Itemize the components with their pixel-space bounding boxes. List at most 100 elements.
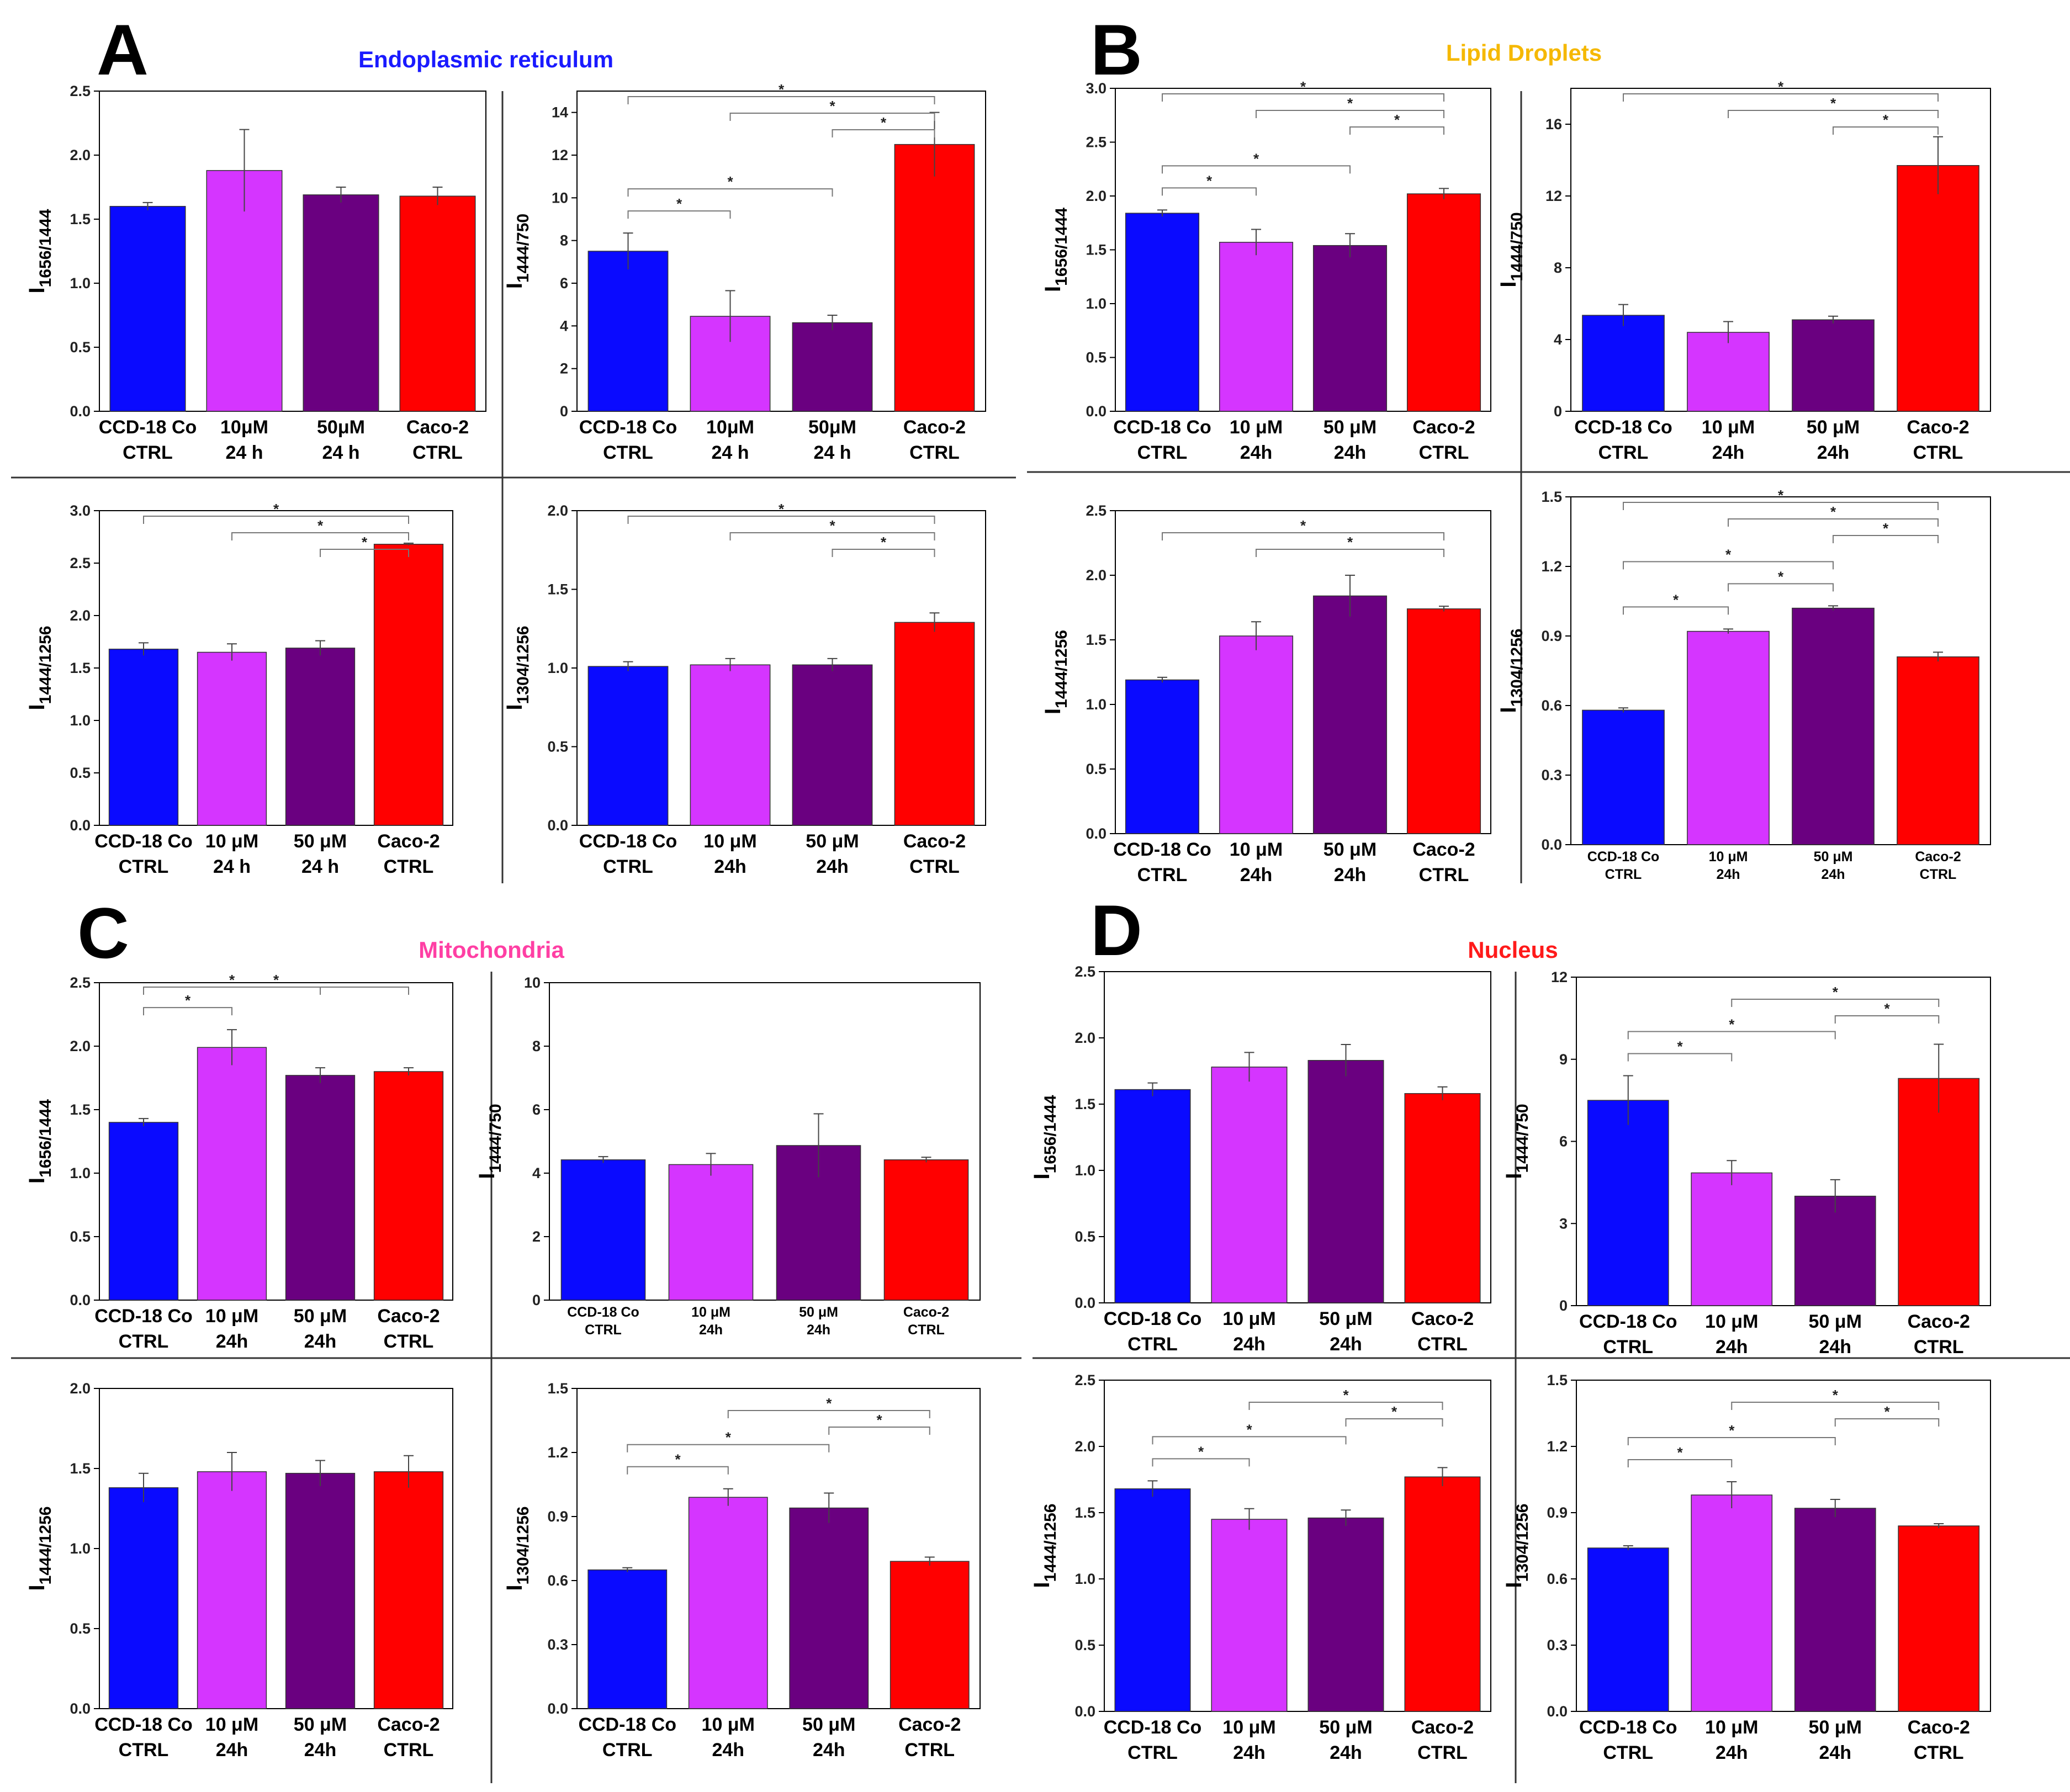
plot-frame-d1	[1104, 971, 1491, 1303]
panel-letter-c: C	[77, 893, 129, 973]
significance-star-b4-5: *	[1778, 487, 1784, 503]
significance-bracket-b4-3	[1833, 535, 1939, 543]
panel-title-a: Endoplasmic reticulum	[358, 46, 613, 72]
y-tick-label-a4: 2.0	[547, 502, 568, 519]
category-sublabel-b3-3: CTRL	[1419, 865, 1469, 886]
bar-d4-3	[1898, 1525, 1980, 1712]
y-axis-label-sub-c1: 1656/1444	[36, 1099, 55, 1178]
y-axis-label-sub-d1: 1656/1444	[1041, 1095, 1060, 1173]
y-tick-label-c4: 1.2	[547, 1444, 568, 1461]
category-sublabel-b1-3: CTRL	[1419, 442, 1469, 463]
category-label-a3-0: CCD-18 Co	[94, 831, 193, 852]
bar-b4-2	[1792, 607, 1875, 845]
y-tick-label-c1: 2.0	[70, 1038, 91, 1054]
y-tick-label-b2: 0	[1554, 403, 1562, 420]
y-tick-label-d1: 1.5	[1074, 1096, 1095, 1112]
significance-star-a2-2: *	[881, 114, 887, 131]
category-label-a1-0: CCD-18 Co	[99, 417, 197, 438]
category-label-b1-1: 10 μM	[1230, 417, 1283, 438]
y-tick-label-d1: 0.5	[1074, 1228, 1095, 1245]
y-tick-label-a2: 2	[560, 360, 568, 377]
bar-b4-1	[1687, 630, 1770, 845]
bar-d3-3	[1404, 1476, 1481, 1712]
bar-b2-2	[1792, 319, 1875, 412]
significance-star-d3-1: *	[1246, 1421, 1252, 1438]
y-tick-label-a3: 2.0	[70, 607, 91, 624]
bar-d3-1	[1211, 1519, 1288, 1712]
significance-star-c4-1: *	[726, 1429, 732, 1446]
significance-bracket-d3-1	[1152, 1436, 1347, 1445]
category-sublabel-d4-0: CTRL	[1603, 1742, 1653, 1763]
significance-star-d4-1: *	[1729, 1422, 1735, 1439]
y-axis-label-sub-a1: 1656/1444	[36, 209, 55, 287]
bar-d4-0	[1587, 1547, 1669, 1712]
category-sublabel-c3-3: CTRL	[384, 1740, 434, 1761]
significance-bracket-d3-0	[1152, 1458, 1250, 1467]
y-tick-label-a1: 1.0	[70, 275, 91, 291]
category-label-c1-2: 50 μM	[294, 1306, 347, 1327]
bar-b1-1	[1219, 242, 1294, 412]
y-tick-label-c2: 6	[532, 1101, 541, 1118]
y-tick-label-d4: 0.3	[1547, 1637, 1568, 1653]
chart-a4: 0.0 0.5 1.0 1.5 2.0 I1304/1256 CCD-18 Co CTRL 10…	[502, 501, 986, 877]
y-axis-label-sub-a4: 1304/1256	[514, 626, 532, 704]
category-label-a4-1: 10 μM	[703, 831, 756, 852]
category-sublabel-b4-3: CTRL	[1920, 867, 1957, 882]
category-label-d4-3: Caco-2	[1908, 1717, 1970, 1738]
bar-a4-1	[690, 664, 771, 826]
significance-bracket-b4-2	[1623, 561, 1834, 570]
category-label-b2-0: CCD-18 Co	[1574, 417, 1672, 438]
y-axis-label-c2: I1444/750	[475, 1104, 505, 1179]
bar-d4-2	[1794, 1508, 1876, 1712]
category-label-b3-2: 50 μM	[1323, 839, 1377, 860]
category-sublabel-c4-3: CTRL	[904, 1740, 955, 1761]
category-sublabel-d4-1: 24h	[1716, 1742, 1748, 1763]
category-sublabel-c3-1: 24h	[216, 1740, 248, 1761]
y-tick-label-d4: 0.0	[1547, 1703, 1568, 1720]
significance-bracket-d3-3	[1248, 1402, 1443, 1410]
significance-bracket-a4-2	[627, 516, 935, 524]
significance-star-d2-3: *	[1833, 984, 1839, 1000]
category-label-a3-3: Caco-2	[377, 831, 440, 852]
y-tick-label-d3: 0.5	[1074, 1637, 1095, 1653]
category-sublabel-b2-2: 24h	[1817, 442, 1850, 463]
bar-a4-2	[792, 664, 873, 826]
y-tick-label-d1: 0.0	[1074, 1295, 1095, 1311]
significance-bracket-d4-1	[1627, 1437, 1836, 1445]
category-label-b3-0: CCD-18 Co	[1113, 839, 1211, 860]
plot-frame-a2	[576, 91, 986, 412]
significance-bracket-a2-0	[627, 210, 731, 219]
y-axis-label-sub-d3: 1444/1256	[1041, 1504, 1060, 1582]
bar-b4-3	[1897, 656, 1979, 845]
y-tick-label-d2: 0	[1559, 1297, 1568, 1314]
category-label-c4-3: Caco-2	[898, 1714, 961, 1735]
plot-frame-d4	[1576, 1380, 1991, 1712]
y-axis-label-main-d4: I	[1502, 1582, 1526, 1588]
y-tick-label-c4: 0.0	[547, 1700, 568, 1717]
y-tick-label-a4: 1.5	[547, 581, 568, 598]
y-axis-label-main-c3: I	[25, 1584, 49, 1590]
category-label-c1-0: CCD-18 Co	[94, 1306, 193, 1327]
panel-title-d: Nucleus	[1468, 937, 1558, 963]
plot-frame-c2	[549, 982, 981, 1301]
significance-bracket-b1-1	[1162, 165, 1351, 174]
y-axis-label-a3: I1444/1256	[25, 626, 55, 711]
category-sublabel-c1-3: CTRL	[384, 1331, 434, 1352]
significance-bracket-d4-2	[1834, 1418, 1940, 1427]
y-tick-label-b1: 1.5	[1086, 242, 1107, 258]
plot-frame-c1	[99, 982, 453, 1301]
category-label-a2-1: 10μM	[706, 417, 754, 438]
bar-b1-0	[1125, 213, 1200, 412]
y-axis-label-a4: I1304/1256	[502, 626, 532, 711]
category-sublabel-b3-1: 24h	[1240, 865, 1273, 886]
category-sublabel-a4-0: CTRL	[603, 856, 653, 877]
significance-star-a2-4: *	[779, 81, 785, 98]
chart-b4: 0.0 0.3 0.6 0.9 1.2 1.5 I1304/1256 CCD-18 Co CTR…	[1496, 487, 1991, 882]
category-sublabel-c4-1: 24h	[712, 1740, 744, 1761]
bar-c2-1	[668, 1164, 754, 1301]
significance-star-b4-2: *	[1725, 546, 1732, 563]
significance-star-d3-0: *	[1198, 1443, 1204, 1460]
y-tick-label-d1: 2.5	[1074, 963, 1095, 980]
significance-star-d4-2: *	[1884, 1403, 1890, 1420]
y-tick-label-a3: 0.0	[70, 817, 91, 834]
